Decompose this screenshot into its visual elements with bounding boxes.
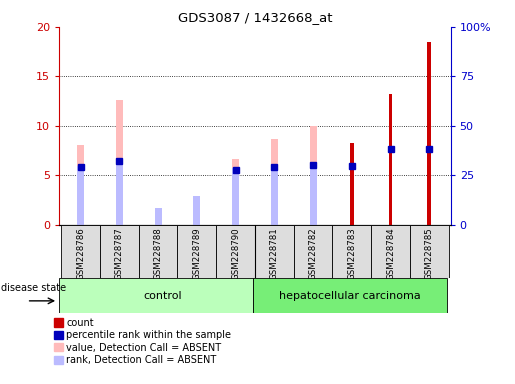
Bar <box>178 225 216 278</box>
Bar <box>139 225 178 278</box>
Bar <box>232 168 239 225</box>
Bar <box>371 225 410 278</box>
Text: GSM228785: GSM228785 <box>425 227 434 280</box>
Bar <box>253 278 447 313</box>
Bar <box>216 225 255 278</box>
Bar <box>61 225 100 278</box>
Bar <box>310 126 317 225</box>
Text: GSM228790: GSM228790 <box>231 227 240 280</box>
Title: GDS3087 / 1432668_at: GDS3087 / 1432668_at <box>178 11 332 24</box>
Text: GSM228788: GSM228788 <box>153 227 163 280</box>
Bar <box>350 142 354 225</box>
Text: GSM228783: GSM228783 <box>347 227 356 280</box>
Bar <box>271 166 278 225</box>
Text: GSM228789: GSM228789 <box>192 227 201 280</box>
Bar <box>116 100 123 225</box>
Bar <box>232 159 239 225</box>
Bar <box>59 278 253 313</box>
Bar <box>100 225 139 278</box>
Bar <box>332 225 371 278</box>
Bar <box>154 208 162 225</box>
Bar <box>427 42 431 225</box>
Text: GSM228784: GSM228784 <box>386 227 395 280</box>
Bar <box>389 94 392 225</box>
Bar <box>271 139 278 225</box>
Bar <box>77 166 84 225</box>
Bar <box>77 144 84 225</box>
Bar <box>116 161 123 225</box>
Bar <box>193 201 200 225</box>
Bar <box>193 196 200 225</box>
Text: hepatocellular carcinoma: hepatocellular carcinoma <box>279 291 421 301</box>
Text: disease state: disease state <box>1 283 66 293</box>
Bar <box>255 225 294 278</box>
Bar <box>410 225 449 278</box>
Bar <box>154 212 162 225</box>
Bar <box>310 164 317 225</box>
Text: GSM228781: GSM228781 <box>270 227 279 280</box>
Text: GSM228786: GSM228786 <box>76 227 85 280</box>
Legend: count, percentile rank within the sample, value, Detection Call = ABSENT, rank, : count, percentile rank within the sample… <box>54 318 231 365</box>
Bar <box>294 225 332 278</box>
Text: control: control <box>144 291 182 301</box>
Text: GSM228787: GSM228787 <box>115 227 124 280</box>
Text: GSM228782: GSM228782 <box>308 227 318 280</box>
